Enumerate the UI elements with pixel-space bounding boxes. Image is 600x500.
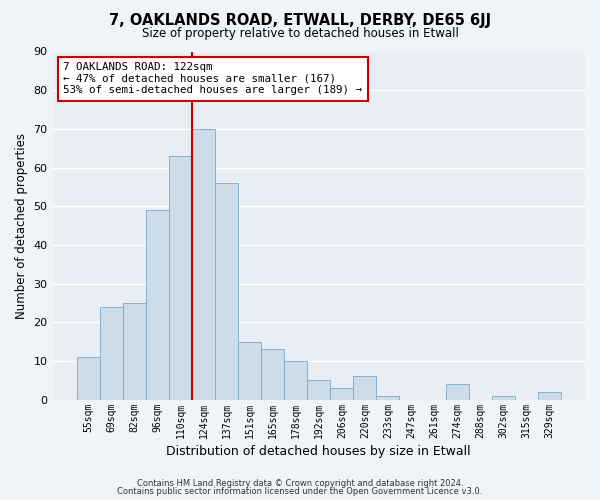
Text: Contains public sector information licensed under the Open Government Licence v3: Contains public sector information licen… [118,487,482,496]
Bar [77,357,100,400]
Bar [538,392,561,400]
Bar [307,380,330,400]
Text: Size of property relative to detached houses in Etwall: Size of property relative to detached ho… [142,28,458,40]
Bar [284,361,307,400]
Bar [330,388,353,400]
Bar [238,342,261,400]
Bar [446,384,469,400]
Bar [215,183,238,400]
Text: 7, OAKLANDS ROAD, ETWALL, DERBY, DE65 6JJ: 7, OAKLANDS ROAD, ETWALL, DERBY, DE65 6J… [109,12,491,28]
Text: Contains HM Land Registry data © Crown copyright and database right 2024.: Contains HM Land Registry data © Crown c… [137,478,463,488]
Bar [491,396,515,400]
Bar [100,306,123,400]
Y-axis label: Number of detached properties: Number of detached properties [15,132,28,318]
Bar [146,210,169,400]
Bar [192,129,215,400]
Bar [169,156,192,400]
Bar [123,303,146,400]
Text: 7 OAKLANDS ROAD: 122sqm
← 47% of detached houses are smaller (167)
53% of semi-d: 7 OAKLANDS ROAD: 122sqm ← 47% of detache… [63,62,362,95]
Bar [261,350,284,400]
Bar [353,376,376,400]
Bar [376,396,400,400]
X-axis label: Distribution of detached houses by size in Etwall: Distribution of detached houses by size … [166,444,471,458]
